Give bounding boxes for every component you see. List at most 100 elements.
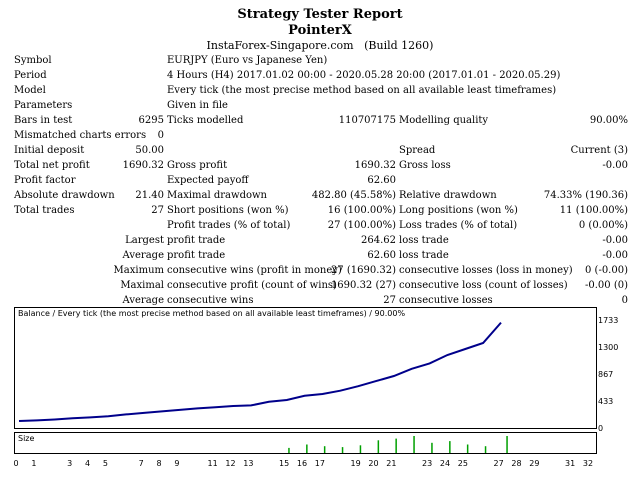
quality-label: Modelling quality <box>399 115 489 126</box>
x-tick-label: 9 <box>174 459 180 468</box>
short-label: Short positions (won %) <box>167 205 289 216</box>
y-tick-label: 433 <box>598 397 614 406</box>
grossloss-value: -0.00 <box>602 160 628 171</box>
period-value: 4 Hours (H4) 2017.01.02 00:00 - 2020.05.… <box>167 70 561 81</box>
netprofit-value: 1690.32 <box>122 160 164 171</box>
size-bar <box>413 436 415 453</box>
parameters-label: Parameters <box>14 100 73 111</box>
mcp-label: consecutive profit (count of wins) <box>167 280 337 291</box>
acl-label: consecutive losses <box>399 295 493 306</box>
size-chart: Size <box>14 432 597 454</box>
size-bar <box>449 441 451 453</box>
mcloss-value: -0.00 (0) <box>585 280 628 291</box>
x-tick-label: 19 <box>350 459 361 468</box>
mcloss-label: consecutive loss (count of losses) <box>399 280 568 291</box>
acw-label: consecutive wins <box>167 295 254 306</box>
x-tick-label: 24 <box>439 459 451 468</box>
x-tick-label: 11 <box>207 459 218 468</box>
size-bar <box>395 438 397 453</box>
x-tick-label: 4 <box>84 459 91 468</box>
y-tick-label: 1733 <box>598 316 619 325</box>
size-chart-svg <box>288 436 508 453</box>
x-tick-label: 8 <box>156 459 162 468</box>
bars-value: 6295 <box>138 115 164 126</box>
x-tick-label: 16 <box>296 459 308 468</box>
average-label: Average <box>122 250 164 261</box>
grossloss-label: Gross loss <box>399 160 451 171</box>
model-value: Every tick (the most precise method base… <box>167 85 557 96</box>
reldd-value: 74.33% (190.36) <box>543 190 628 201</box>
mcl-label: consecutive losses (loss in money) <box>399 265 573 276</box>
reldd-label: Relative drawdown <box>399 190 497 201</box>
aloss-label: loss trade <box>399 250 449 261</box>
balance-chart-svg <box>18 321 502 422</box>
broker-line: InstaForex-Singapore.com (Build 1260) <box>0 39 640 52</box>
acw-value: 27 <box>383 295 396 306</box>
balance-chart: Balance / Every tick (the most precise m… <box>14 307 597 429</box>
netprofit-label: Total net profit <box>14 160 90 171</box>
bars-label: Bars in test <box>14 115 73 126</box>
spread-label: Spread <box>399 145 436 156</box>
ea-name: PointerX <box>288 23 352 38</box>
spread-value: Current (3) <box>570 145 628 156</box>
balance-chart-caption: Balance / Every tick (the most precise m… <box>18 309 406 318</box>
ltrades-label: Loss trades (% of total) <box>399 220 518 231</box>
x-tick-label: 21 <box>386 459 397 468</box>
payoff-label: Expected payoff <box>167 175 249 186</box>
mismatched-label: Mismatched charts errors <box>14 130 147 141</box>
deposit-label: Initial deposit <box>14 145 85 156</box>
balance-line <box>18 321 502 422</box>
symbol-value: EURJPY (Euro vs Japanese Yen) <box>167 55 328 66</box>
x-tick-label: 1 <box>31 459 37 468</box>
x-tick-label: 5 <box>102 459 108 468</box>
maxdd-label: Maximal drawdown <box>167 190 267 201</box>
largest-label: Largest <box>125 235 164 246</box>
lprofit-label: profit trade <box>167 235 226 246</box>
long-value: 11 (100.00%) <box>559 205 628 216</box>
ptrades-label: Profit trades (% of total) <box>167 220 291 231</box>
x-tick-label: 3 <box>67 459 73 468</box>
ltrades-value: 0 (0.00%) <box>578 220 628 231</box>
parameters-value: Given in file <box>167 100 228 111</box>
lloss-label: loss trade <box>399 235 449 246</box>
size-bar <box>466 444 469 453</box>
size-bar <box>341 447 344 453</box>
ptrades-value: 27 (100.00%) <box>327 220 396 231</box>
grossprofit-value: 1690.32 <box>354 160 396 171</box>
report-title: Strategy Tester Report <box>237 7 403 22</box>
size-bar <box>506 436 508 453</box>
x-tick-label: 0 <box>13 459 19 468</box>
trades-value: 27 <box>151 205 164 216</box>
maximum-label: Maximum <box>113 265 164 276</box>
x-tick-label: 23 <box>422 459 433 468</box>
period-label: Period <box>14 70 47 81</box>
size-bar <box>306 444 308 453</box>
x-tick-label: 12 <box>225 459 236 468</box>
x-tick-label: 28 <box>511 459 522 468</box>
symbol-label: Symbol <box>14 55 52 66</box>
ticks-label: Ticks modelled <box>167 115 244 126</box>
mcp-value: 1690.32 (27) <box>330 280 396 291</box>
aprofit-label: profit trade <box>167 250 226 261</box>
y-tick-label: 1300 <box>598 343 619 352</box>
acl-value: 0 <box>621 295 628 306</box>
x-tick-label: 20 <box>368 459 379 468</box>
size-bar <box>323 446 326 453</box>
aprofit-value: 62.60 <box>367 250 396 261</box>
x-tick-label: 32 <box>582 459 594 468</box>
absdd-value: 21.40 <box>135 190 164 201</box>
x-tick-label: 27 <box>493 459 504 468</box>
mcl-value: 0 (-0.00) <box>585 265 628 276</box>
size-chart-label: Size <box>18 434 35 443</box>
absdd-label: Absolute drawdown <box>14 190 115 201</box>
size-bar <box>377 440 380 453</box>
build-number: (Build 1260) <box>364 39 434 52</box>
maxdd-value: 482.80 (45.58%) <box>311 190 396 201</box>
mcw-label: consecutive wins (profit in money) <box>167 265 342 276</box>
lloss-value: -0.00 <box>602 235 628 246</box>
y-tick-label: 867 <box>598 370 614 379</box>
average2-label: Average <box>122 295 164 306</box>
model-label: Model <box>14 85 46 96</box>
size-bar <box>288 447 290 453</box>
size-bar <box>431 442 433 453</box>
